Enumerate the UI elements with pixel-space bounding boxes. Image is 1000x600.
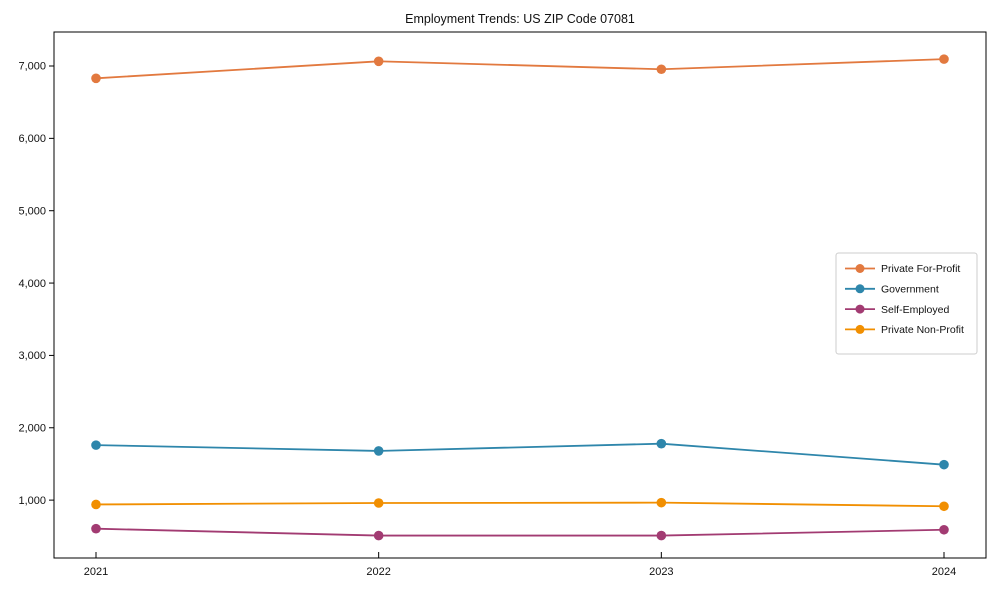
y-tick-label: 1,000 xyxy=(18,495,46,507)
legend-item-label: Government xyxy=(881,284,939,296)
legend: Private For-Profit Government Self-Employe… xyxy=(835,252,978,355)
x-tick-label: 2024 xyxy=(932,566,956,578)
data-point-government-2023 xyxy=(656,438,667,449)
data-point-self-employed-2023 xyxy=(656,530,667,541)
y-tick-label: 2,000 xyxy=(18,422,46,434)
legend-marker-dot xyxy=(855,264,865,273)
y-tick-label: 4,000 xyxy=(18,278,46,290)
data-point-government-2021 xyxy=(91,440,101,450)
data-point-private-non-profit-2022 xyxy=(373,498,384,508)
axes-layer: 1,000 2,000 3,000 4,000 5,000 6,000 7,000 2021 2… xyxy=(18,31,987,578)
data-point-government-2022 xyxy=(373,446,384,456)
data-point-self-employed-2022 xyxy=(373,530,384,541)
chart-title: Employment Trends: US ZIP Code 07081 xyxy=(405,12,635,26)
data-point-self-employed-2024 xyxy=(939,524,949,535)
data-point-private-non-profit-2023 xyxy=(656,497,667,508)
legend-item-label: Private Non-Profit xyxy=(881,324,964,336)
data-point-self-employed-2021 xyxy=(91,523,101,534)
x-tick-label: 2021 xyxy=(84,566,108,578)
legend-item-label: Private For-Profit xyxy=(881,263,960,275)
y-tick-label: 6,000 xyxy=(18,133,46,145)
legend-marker-dot xyxy=(855,304,865,314)
plot-area xyxy=(91,54,949,541)
data-point-private-for-profit-2023 xyxy=(656,64,667,75)
series-line-government xyxy=(95,442,945,466)
x-tick-label: 2023 xyxy=(649,566,673,578)
legend-marker-dot xyxy=(855,284,865,294)
legend-marker-dot xyxy=(855,324,865,334)
series-line-private-non-profit xyxy=(95,501,945,508)
series-line-self-employed xyxy=(95,527,945,537)
x-tick-label: 2022 xyxy=(366,566,390,578)
data-point-government-2024 xyxy=(939,459,949,470)
y-tick-label: 5,000 xyxy=(18,205,46,217)
data-point-private-for-profit-2021 xyxy=(91,73,101,84)
legend-item-label: Self-Employed xyxy=(881,304,949,316)
y-tick-label: 7,000 xyxy=(18,61,46,73)
series-line-private-for-profit xyxy=(95,58,945,80)
data-point-private-for-profit-2022 xyxy=(373,56,384,67)
data-point-private-non-profit-2024 xyxy=(939,501,949,512)
data-point-private-for-profit-2024 xyxy=(939,54,949,64)
plot-frame xyxy=(53,31,987,559)
data-point-private-non-profit-2021 xyxy=(91,499,101,510)
y-tick-label: 3,000 xyxy=(18,350,46,362)
